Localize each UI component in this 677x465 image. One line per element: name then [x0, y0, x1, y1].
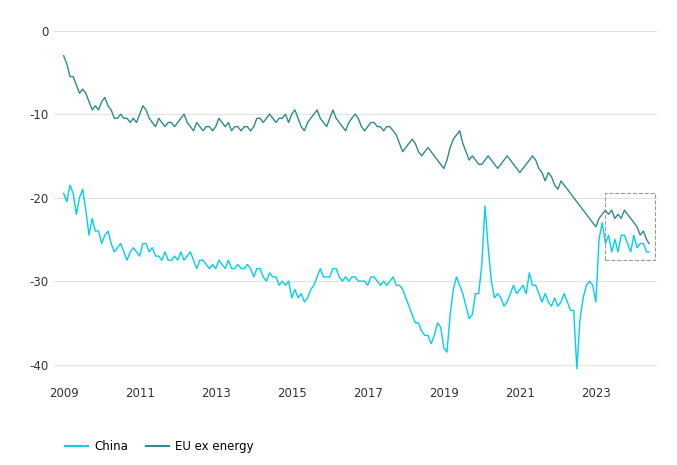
Legend: China, EU ex energy: China, EU ex energy: [60, 435, 259, 458]
Bar: [605, 193, 655, 260]
